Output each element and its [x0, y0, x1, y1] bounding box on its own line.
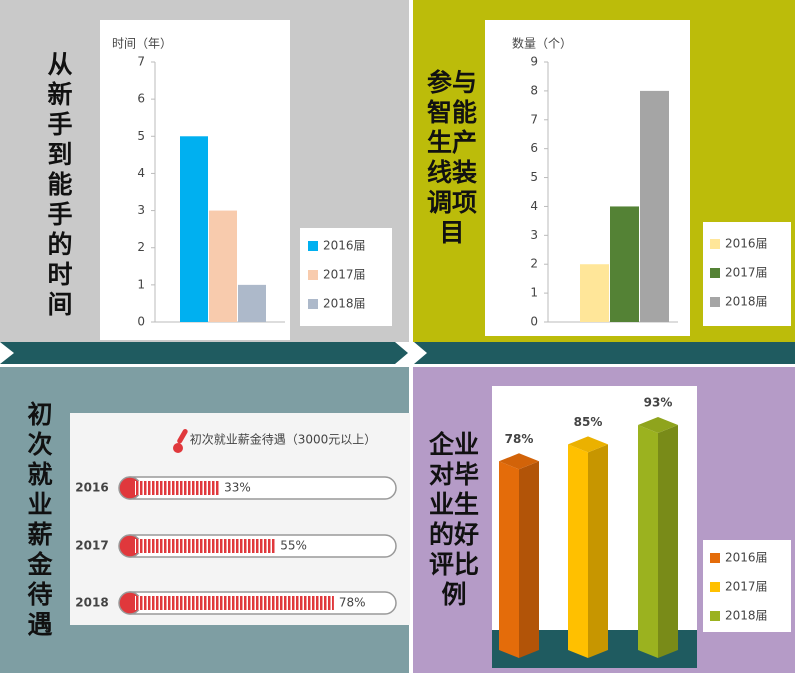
- bar: [580, 264, 609, 322]
- y-tick-label: 8: [530, 83, 538, 97]
- side-title: 初次就业薪金待遇: [27, 400, 53, 639]
- bar-3d: [499, 453, 539, 658]
- bar: [180, 136, 208, 322]
- legend-swatch: [710, 239, 720, 249]
- axis-title: 数量（个）: [512, 36, 572, 51]
- icon: [173, 443, 183, 453]
- legend-label: 2016届: [725, 237, 768, 251]
- bar-face: [519, 461, 539, 658]
- y-tick-label: 2: [137, 240, 145, 254]
- y-tick-label: 6: [530, 141, 538, 155]
- legend-swatch: [710, 611, 720, 621]
- bar-face: [499, 453, 539, 470]
- y-tick-label: 1: [530, 286, 538, 300]
- y-tick-label: 0: [137, 315, 145, 329]
- icon: [177, 428, 188, 444]
- y-tick-label: 7: [137, 55, 145, 69]
- bar-3d: [638, 417, 678, 658]
- side-title: 企业对毕业生的好评比例: [428, 430, 479, 609]
- bar-face: [658, 425, 678, 658]
- y-tick-label: 6: [137, 92, 145, 106]
- y-tick-label: 1: [137, 277, 145, 291]
- value-label: 93%: [644, 396, 673, 410]
- legend-label: 2016届: [323, 239, 366, 253]
- side-title: 参与智能生产线装调项目: [426, 68, 477, 247]
- legend-swatch: [308, 299, 318, 309]
- legend-swatch: [710, 297, 720, 307]
- y-tick-label: 2: [530, 257, 538, 271]
- y-tick-label: 4: [530, 199, 538, 213]
- divider: [0, 342, 408, 364]
- legend-swatch: [710, 553, 720, 563]
- legend-label: 2018届: [725, 609, 768, 623]
- y-tick-label: 9: [530, 55, 538, 69]
- bar: [135, 481, 220, 495]
- bar: [610, 206, 639, 322]
- legend-swatch: [308, 241, 318, 251]
- bar-face: [638, 417, 678, 433]
- legend-swatch: [710, 268, 720, 278]
- bar: [135, 539, 276, 553]
- legend-label: 2018届: [323, 297, 366, 311]
- value-label: 55%: [280, 539, 307, 553]
- y-tick-label: 3: [137, 203, 145, 217]
- value-label: 33%: [224, 481, 251, 495]
- value-label: 78%: [339, 596, 366, 610]
- legend-swatch: [710, 582, 720, 592]
- bar-face: [499, 461, 519, 658]
- bar-face: [588, 444, 608, 658]
- subtitle: 初次就业薪金待遇（3000元以上）: [190, 432, 377, 447]
- side-title: 从新手到能手的时间: [47, 50, 73, 319]
- y-tick-label: 5: [137, 129, 145, 143]
- legend-swatch: [308, 270, 318, 280]
- bar: [238, 284, 266, 322]
- bar: [640, 90, 669, 322]
- value-label: 85%: [574, 415, 603, 429]
- category-label: 2018: [75, 596, 108, 610]
- legend-label: 2017届: [725, 580, 768, 594]
- value-label: 78%: [505, 432, 534, 446]
- y-tick-label: 3: [530, 228, 538, 242]
- bar-3d: [568, 436, 608, 658]
- bar: [135, 596, 334, 610]
- legend-label: 2017届: [725, 266, 768, 280]
- legend-label: 2018届: [725, 295, 768, 309]
- y-tick-label: 4: [137, 166, 145, 180]
- y-tick-label: 0: [530, 315, 538, 329]
- legend-label: 2017届: [323, 268, 366, 282]
- axis-title: 时间（年）: [112, 37, 172, 51]
- y-tick-label: 5: [530, 170, 538, 184]
- category-label: 2016: [75, 481, 108, 495]
- divider: [414, 342, 795, 364]
- bar-face: [638, 425, 658, 658]
- y-tick-label: 7: [530, 112, 538, 126]
- bar: [209, 210, 237, 322]
- legend-label: 2016届: [725, 551, 768, 565]
- chart-panel: [70, 413, 410, 625]
- bar-face: [568, 436, 608, 453]
- category-label: 2017: [75, 539, 108, 553]
- bar-face: [568, 444, 588, 658]
